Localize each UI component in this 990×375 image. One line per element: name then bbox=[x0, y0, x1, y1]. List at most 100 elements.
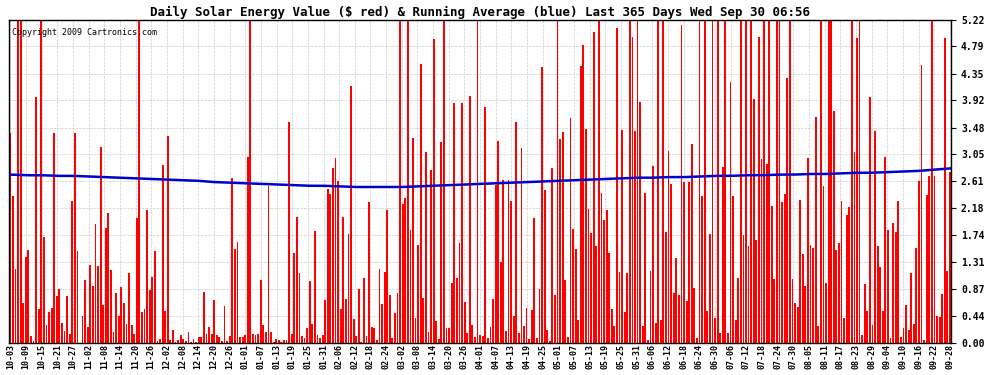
Bar bbox=[15, 269, 17, 343]
Bar bbox=[134, 334, 135, 343]
Bar bbox=[397, 293, 398, 343]
Bar bbox=[113, 332, 115, 343]
Bar bbox=[747, 246, 749, 343]
Bar bbox=[529, 339, 530, 343]
Bar bbox=[590, 233, 592, 343]
Bar bbox=[200, 337, 202, 343]
Bar bbox=[232, 178, 234, 343]
Bar bbox=[262, 324, 264, 343]
Bar bbox=[701, 196, 703, 343]
Bar bbox=[482, 336, 483, 343]
Bar bbox=[675, 258, 677, 343]
Bar bbox=[338, 181, 339, 343]
Bar bbox=[479, 335, 481, 343]
Bar bbox=[81, 316, 83, 343]
Bar bbox=[252, 334, 253, 343]
Bar bbox=[198, 338, 200, 343]
Bar bbox=[825, 284, 827, 343]
Bar bbox=[946, 271, 948, 343]
Bar bbox=[691, 144, 693, 343]
Bar bbox=[678, 295, 680, 343]
Bar bbox=[410, 230, 411, 343]
Bar bbox=[838, 243, 840, 343]
Bar bbox=[660, 320, 661, 343]
Bar bbox=[216, 335, 218, 343]
Bar bbox=[492, 298, 494, 343]
Bar bbox=[869, 97, 871, 343]
Bar bbox=[758, 37, 759, 343]
Bar bbox=[259, 280, 261, 343]
Bar bbox=[712, 20, 714, 343]
Bar bbox=[632, 37, 634, 343]
Bar bbox=[696, 338, 698, 343]
Bar bbox=[856, 38, 858, 343]
Bar bbox=[929, 176, 931, 343]
Bar bbox=[474, 337, 476, 343]
Bar bbox=[640, 102, 642, 343]
Bar bbox=[884, 158, 886, 343]
Bar bbox=[776, 20, 778, 343]
Bar bbox=[76, 252, 78, 343]
Bar bbox=[707, 311, 708, 343]
Bar bbox=[871, 325, 873, 343]
Bar bbox=[647, 340, 648, 343]
Bar bbox=[227, 341, 228, 343]
Bar bbox=[879, 267, 881, 343]
Bar bbox=[53, 133, 55, 343]
Bar bbox=[680, 25, 682, 343]
Bar bbox=[402, 204, 404, 343]
Bar bbox=[786, 78, 788, 343]
Bar bbox=[683, 182, 685, 343]
Bar bbox=[564, 280, 566, 343]
Bar bbox=[521, 148, 523, 343]
Title: Daily Solar Energy Value ($ red) & Running Average (blue) Last 365 Days Wed Sep : Daily Solar Energy Value ($ red) & Runni… bbox=[150, 6, 810, 19]
Bar bbox=[283, 340, 285, 343]
Bar bbox=[360, 342, 362, 343]
Bar bbox=[637, 20, 639, 343]
Bar bbox=[36, 98, 37, 343]
Bar bbox=[327, 189, 329, 343]
Bar bbox=[921, 64, 923, 343]
Bar bbox=[789, 20, 791, 343]
Bar bbox=[20, 20, 22, 343]
Bar bbox=[848, 207, 850, 343]
Bar bbox=[301, 336, 303, 343]
Bar bbox=[841, 201, 842, 343]
Bar bbox=[154, 251, 155, 343]
Bar bbox=[717, 20, 719, 343]
Bar bbox=[280, 342, 282, 343]
Bar bbox=[890, 338, 891, 343]
Bar bbox=[417, 245, 419, 343]
Bar bbox=[874, 132, 876, 343]
Bar bbox=[128, 273, 130, 343]
Bar bbox=[627, 273, 629, 343]
Bar bbox=[433, 39, 435, 343]
Bar bbox=[779, 20, 780, 343]
Bar bbox=[185, 341, 187, 343]
Bar bbox=[714, 318, 716, 343]
Bar bbox=[441, 142, 443, 343]
Bar bbox=[415, 318, 417, 343]
Bar bbox=[810, 245, 812, 343]
Bar bbox=[644, 193, 646, 343]
Bar bbox=[41, 20, 43, 343]
Bar bbox=[611, 309, 613, 343]
Bar bbox=[559, 140, 561, 343]
Bar bbox=[805, 286, 806, 343]
Bar bbox=[66, 296, 68, 343]
Bar bbox=[151, 277, 153, 343]
Bar bbox=[285, 340, 287, 343]
Bar bbox=[905, 304, 907, 343]
Bar bbox=[495, 185, 497, 343]
Bar bbox=[275, 339, 277, 343]
Bar bbox=[136, 218, 138, 343]
Bar bbox=[733, 196, 734, 343]
Bar bbox=[89, 266, 91, 343]
Bar bbox=[458, 243, 460, 343]
Bar bbox=[108, 213, 109, 343]
Bar bbox=[240, 336, 241, 343]
Bar bbox=[812, 249, 814, 343]
Bar bbox=[363, 278, 365, 343]
Bar bbox=[325, 300, 326, 343]
Bar bbox=[105, 228, 107, 343]
